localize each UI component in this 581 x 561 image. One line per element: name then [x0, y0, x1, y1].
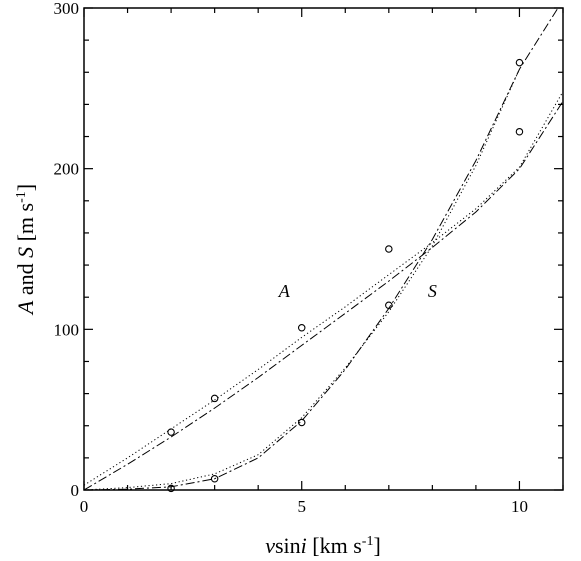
data-point-s	[210, 475, 219, 483]
x-axis-label-units: [km s	[307, 533, 362, 558]
y-tick-label: 0	[71, 481, 80, 500]
fit-curves	[84, 8, 563, 490]
y-tick-label: 200	[54, 160, 80, 179]
fit-curve-s-dashdot	[84, 8, 559, 490]
x-tick-label: 10	[511, 497, 528, 516]
y-axis-label-s: S	[13, 247, 38, 258]
x-axis-label: vsini [km s-1]	[265, 533, 381, 558]
x-tick-label: 5	[297, 497, 306, 516]
fit-curve-s-dotted	[84, 68, 520, 490]
y-axis-label-sup: -1	[14, 191, 29, 203]
curve-label-a: A	[278, 281, 291, 301]
y-tick-label: 100	[54, 320, 80, 339]
axis-ticks	[83, 7, 564, 491]
data-point-s	[297, 418, 306, 427]
data-point-s	[385, 301, 393, 309]
y-tick-label: 300	[54, 0, 80, 18]
y-axis-label-close: ]	[13, 184, 38, 191]
x-tick-label: 0	[80, 497, 89, 516]
curve-label-s: S	[428, 281, 437, 301]
data-point-a	[167, 428, 175, 436]
fit-curve-a-dotted	[84, 91, 563, 486]
data-point-a	[210, 394, 219, 403]
x-axis-label-sup: -1	[362, 534, 374, 549]
x-axis-label-sin: sin	[275, 533, 301, 558]
y-axis-label-a: A	[13, 300, 38, 316]
fit-curve-a-dashdot	[84, 100, 563, 490]
data-point-s	[515, 58, 524, 67]
y-axis-label: A and S [m s-1]	[13, 184, 38, 316]
plot-frame	[83, 7, 564, 491]
x-axis-label-i: i	[301, 533, 307, 558]
x-axis-label-v: v	[265, 533, 275, 558]
data-points	[167, 58, 524, 493]
data-point-a	[515, 127, 524, 136]
data-point-a	[297, 323, 306, 332]
y-axis-label-units: [m s	[13, 203, 38, 247]
y-axis-label-and: and	[13, 258, 38, 301]
data-point-a	[385, 245, 393, 253]
x-axis-label-close: ]	[373, 533, 380, 558]
